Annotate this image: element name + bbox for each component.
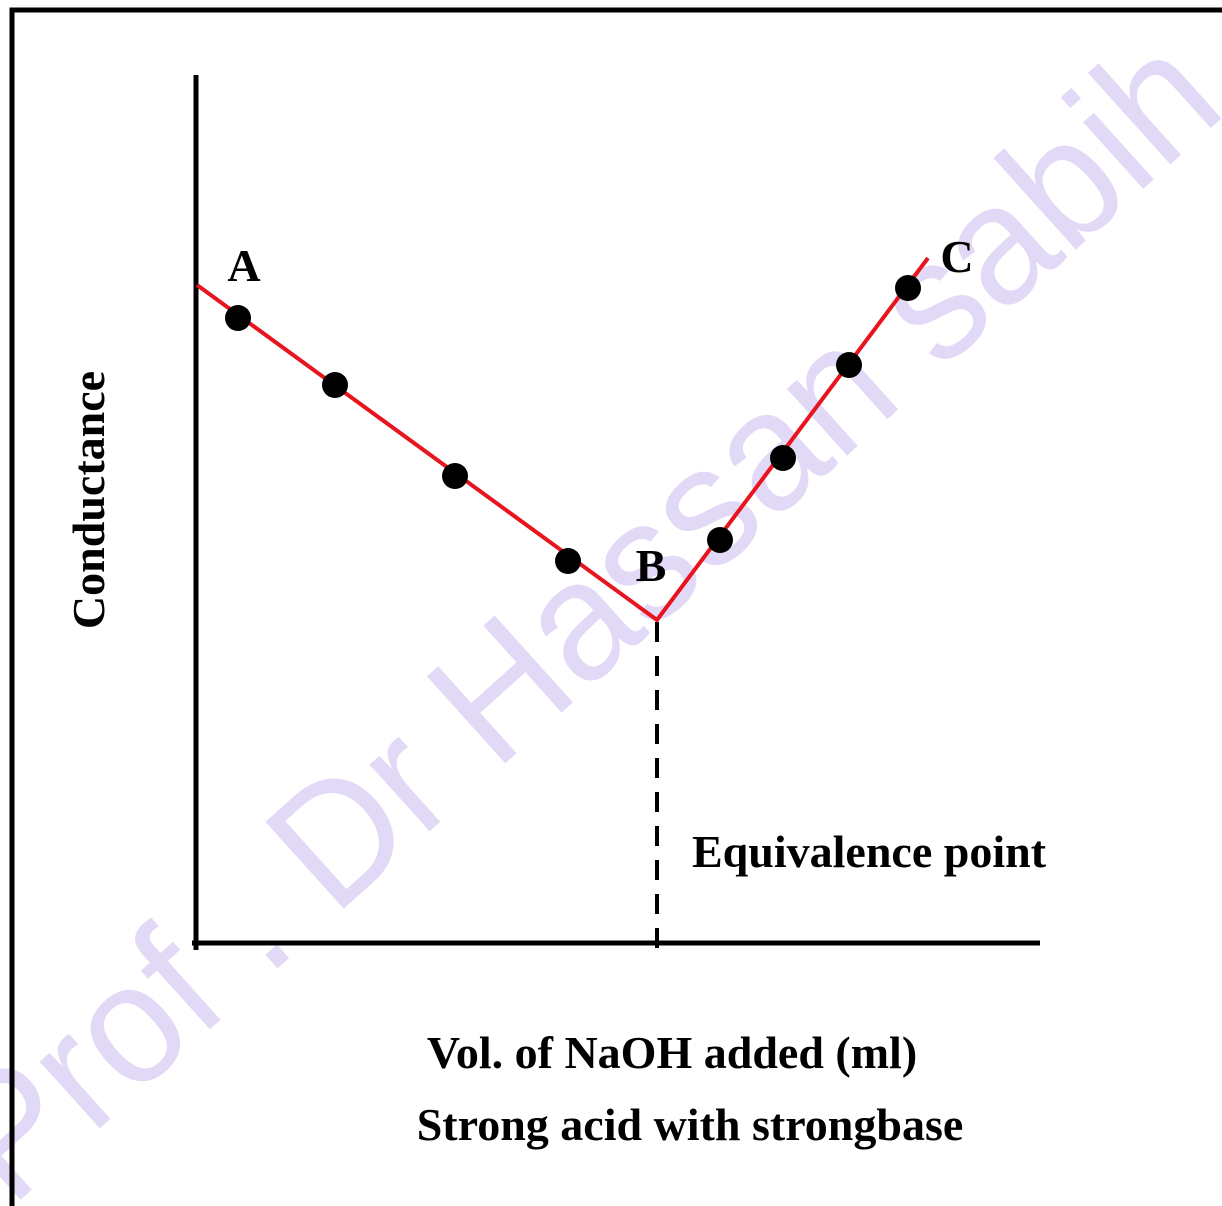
point xyxy=(225,305,251,331)
curve xyxy=(195,256,930,623)
point xyxy=(895,275,921,301)
data-points xyxy=(225,275,921,574)
point xyxy=(836,352,862,378)
subtitle: Strong acid with strongbase xyxy=(417,1099,964,1150)
point xyxy=(707,527,733,553)
point-label: B xyxy=(636,540,667,591)
y-axis-label: Conductance xyxy=(63,371,114,629)
point-label: C xyxy=(940,231,973,282)
frame xyxy=(9,7,1222,1206)
point xyxy=(555,548,581,574)
point-label: A xyxy=(227,240,260,291)
annotation: Equivalence point xyxy=(692,826,1047,877)
point xyxy=(442,463,468,489)
point xyxy=(770,445,796,471)
point xyxy=(322,372,348,398)
x-axis-label: Vol. of NaOH added (ml) xyxy=(427,1027,917,1078)
